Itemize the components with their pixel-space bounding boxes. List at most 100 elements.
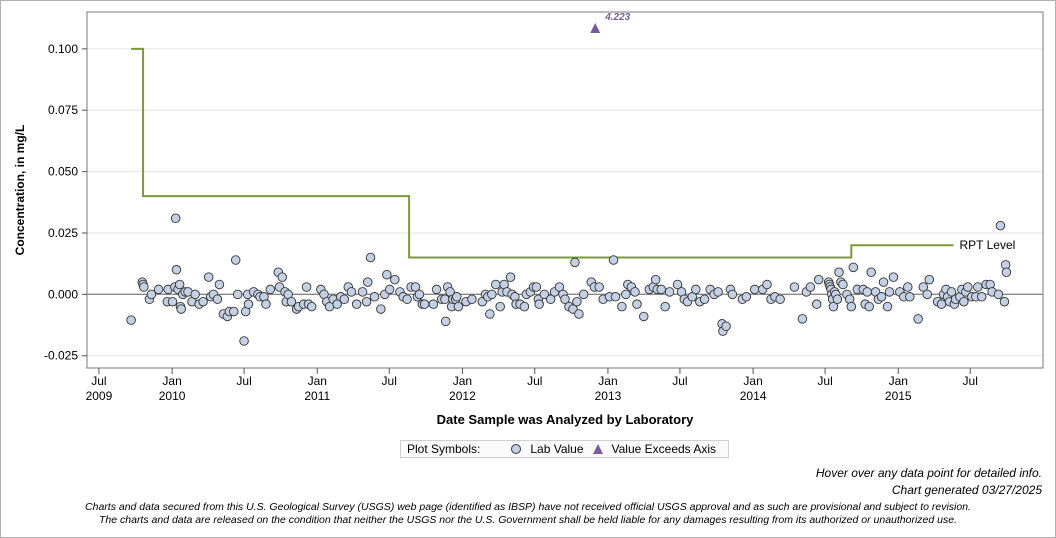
lab-value-point[interactable] — [672, 279, 683, 290]
lab-value-point[interactable] — [339, 294, 350, 305]
lab-value-point[interactable] — [610, 292, 621, 302]
lab-value-point[interactable] — [570, 257, 580, 268]
lab-value-point[interactable] — [741, 292, 752, 302]
lab-value-point[interactable] — [572, 296, 582, 307]
lab-value-point[interactable] — [467, 294, 477, 305]
lab-value-point[interactable] — [190, 289, 200, 300]
lab-value-point[interactable] — [888, 272, 899, 282]
lab-value-point[interactable] — [539, 289, 550, 300]
lab-value-point[interactable] — [176, 304, 186, 314]
lab-value-point[interactable] — [805, 282, 816, 292]
lab-value-point[interactable] — [126, 315, 136, 325]
lab-value-point[interactable] — [913, 314, 923, 324]
lab-value-point[interactable] — [959, 296, 969, 307]
lab-value-point[interactable] — [228, 306, 239, 317]
lab-value-point[interactable] — [621, 289, 631, 300]
lab-value-point[interactable] — [660, 301, 670, 312]
lab-value-point[interactable] — [365, 252, 376, 263]
lab-value-point[interactable] — [170, 213, 181, 223]
lab-value-point[interactable] — [946, 287, 957, 297]
lab-value-point[interactable] — [357, 287, 368, 297]
lab-value-point[interactable] — [574, 309, 584, 319]
lab-value-point[interactable] — [936, 299, 947, 309]
lab-value-point[interactable] — [848, 262, 859, 273]
lab-value-point[interactable] — [487, 289, 497, 300]
lab-value-point[interactable] — [428, 299, 439, 309]
lab-value-point[interactable] — [630, 287, 640, 297]
lab-value-point[interactable] — [198, 296, 208, 307]
lab-value-point[interactable] — [346, 287, 357, 297]
lab-value-point[interactable] — [212, 294, 223, 305]
lab-value-point[interactable] — [361, 296, 372, 307]
lab-value-point[interactable] — [846, 301, 857, 312]
lab-value-point[interactable] — [286, 296, 297, 307]
lab-value-point[interactable] — [306, 301, 317, 312]
lab-value-point[interactable] — [545, 294, 556, 305]
lab-value-point[interactable] — [410, 282, 421, 292]
lab-value-point[interactable] — [811, 299, 822, 309]
lab-value-point[interactable] — [560, 294, 570, 305]
lab-value-point[interactable] — [963, 282, 973, 292]
lab-value-point[interactable] — [440, 316, 451, 327]
lab-value-point[interactable] — [995, 220, 1006, 231]
lab-value-point[interactable] — [265, 284, 276, 295]
lab-value-point[interactable] — [691, 284, 701, 295]
lab-value-point[interactable] — [382, 269, 392, 280]
lab-value-point[interactable] — [838, 279, 848, 290]
lab-value-point[interactable] — [884, 287, 895, 297]
lab-value-point[interactable] — [232, 289, 243, 300]
lab-value-point[interactable] — [519, 301, 530, 312]
lab-value-point[interactable] — [749, 284, 760, 295]
lab-value-point[interactable] — [384, 284, 395, 295]
lab-value-point[interactable] — [656, 284, 666, 295]
lab-value-point[interactable] — [351, 299, 362, 309]
lab-value-point[interactable] — [905, 292, 915, 302]
lab-value-point[interactable] — [650, 274, 661, 285]
lab-value-point[interactable] — [832, 294, 843, 305]
lab-value-point[interactable] — [203, 272, 214, 282]
lab-value-point[interactable] — [390, 274, 400, 285]
lab-value-point[interactable] — [363, 277, 373, 287]
lab-value-point[interactable] — [440, 294, 450, 305]
exceeds-axis-points[interactable]: 4.223 — [590, 12, 631, 33]
lab-value-point[interactable] — [153, 284, 164, 295]
lab-value-point[interactable] — [922, 289, 933, 300]
lab-value-point[interactable] — [973, 282, 983, 292]
lab-value-point[interactable] — [903, 282, 913, 292]
lab-value-point[interactable] — [775, 294, 785, 305]
lab-value-point[interactable] — [876, 292, 887, 302]
lab-value-point[interactable] — [167, 296, 178, 307]
lab-value-point[interactable] — [789, 282, 800, 292]
lab-value-point[interactable] — [419, 299, 430, 309]
lab-value-point[interactable] — [878, 277, 889, 287]
lab-value-point[interactable] — [369, 292, 380, 302]
lab-value-point[interactable] — [146, 289, 157, 300]
lab-value-point[interactable] — [171, 265, 182, 275]
lab-value-point[interactable] — [797, 314, 808, 324]
lab-value-point[interactable] — [174, 279, 185, 290]
lab-value-point[interactable] — [866, 267, 876, 277]
lab-value-point[interactable] — [977, 292, 987, 302]
lab-value-point[interactable] — [531, 282, 542, 292]
lab-value-point[interactable] — [594, 282, 604, 292]
lab-value-point[interactable] — [485, 309, 495, 319]
lab-value-point[interactable] — [713, 287, 723, 297]
lab-value-point[interactable] — [452, 292, 462, 302]
lab-value-point[interactable] — [664, 287, 675, 297]
lab-value-point[interactable] — [301, 282, 312, 292]
lab-value-point[interactable] — [261, 299, 271, 309]
lab-value-point[interactable] — [239, 336, 249, 346]
lab-value-point[interactable] — [139, 282, 149, 292]
lab-value-point[interactable] — [214, 279, 225, 290]
lab-value-point[interactable] — [243, 299, 254, 309]
lab-value-point[interactable] — [999, 296, 1010, 307]
lab-value-point[interactable] — [632, 299, 642, 309]
lab-value-point[interactable] — [638, 311, 649, 322]
lab-value-point[interactable] — [578, 289, 589, 300]
lab-value-point[interactable] — [993, 289, 1004, 300]
lab-value-point[interactable] — [402, 294, 412, 305]
exceeds-axis-triangle[interactable] — [590, 23, 601, 33]
lab-value-point[interactable] — [495, 301, 505, 312]
lab-value-point[interactable] — [453, 301, 464, 312]
lab-value-point[interactable] — [727, 289, 738, 300]
